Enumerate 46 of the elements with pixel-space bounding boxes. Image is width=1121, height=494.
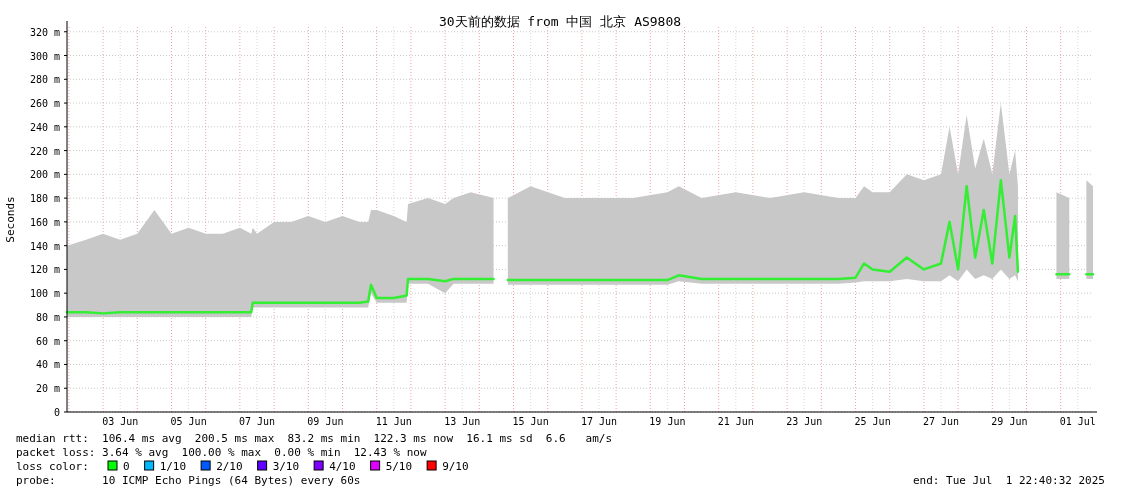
y-tick-label: 20 m bbox=[35, 383, 60, 395]
y-tick-label: 300 m bbox=[29, 50, 60, 62]
text: 9/10 bbox=[442, 460, 469, 473]
text: loss color: bbox=[16, 460, 89, 473]
y-tick-label: 80 m bbox=[35, 311, 60, 323]
x-tick-label: 13 Jun bbox=[444, 416, 481, 427]
x-tick-label: 09 Jun bbox=[307, 416, 344, 427]
x-tick-label: 07 Jun bbox=[238, 416, 276, 427]
text: probe: 10 ICMP Echo Pings (64 Bytes) every 60s bbox=[16, 474, 361, 487]
text: packet loss: 3.64 % avg 100.00 % max 0.00 % min 12.43 % now bbox=[16, 446, 427, 459]
text: 4/10 bbox=[329, 460, 356, 473]
x-tick-label: 03 Jun bbox=[102, 416, 139, 427]
y-axis-title: Seconds bbox=[4, 196, 17, 243]
text: 2/10 bbox=[216, 460, 243, 473]
text: 5/10 bbox=[385, 460, 413, 473]
text: 3/10 bbox=[272, 460, 300, 473]
text: end: Tue Jul 1 22:40:32 2025 bbox=[912, 474, 1105, 487]
y-tick-label: 260 m bbox=[29, 98, 60, 110]
y-tick-label: 140 m bbox=[29, 240, 60, 252]
y-tick-label: 220 m bbox=[29, 145, 60, 157]
text: 0 bbox=[123, 460, 130, 473]
y-tick-label: 320 m bbox=[29, 26, 60, 38]
y-tick-label: 40 m bbox=[35, 359, 60, 371]
x-tick-label: 29 Jun bbox=[991, 416, 1028, 427]
y-tick-label: 120 m bbox=[29, 264, 60, 276]
y-tick-label: 240 m bbox=[29, 121, 60, 133]
y-tick-label: 0 bbox=[53, 407, 60, 418]
x-tick-label: 11 Jun bbox=[375, 416, 412, 427]
text: median rtt: 106.4 ms avg 200.5 ms max 83.2 ms min 122.3 ms now 16.1 ms sd 6.6 am/s bbox=[16, 432, 613, 445]
chart-title: 30天前的数据 from 中国 北京 AS9808 bbox=[438, 14, 682, 29]
y-tick-label: 280 m bbox=[29, 74, 60, 86]
x-tick-label: 17 Jun bbox=[580, 416, 618, 427]
y-tick-label: 200 m bbox=[29, 169, 60, 181]
x-tick-label: 21 Jun bbox=[717, 416, 754, 427]
text: 1/10 bbox=[159, 460, 187, 473]
x-tick-label: 27 Jun bbox=[922, 416, 960, 427]
y-tick-label: 180 m bbox=[29, 193, 60, 205]
x-tick-label: 05 Jun bbox=[170, 416, 207, 427]
y-tick-label: 160 m bbox=[29, 216, 60, 228]
x-tick-label: 15 Jun bbox=[512, 416, 549, 427]
y-tick-label: 100 m bbox=[29, 288, 60, 300]
x-tick-label: 19 Jun bbox=[649, 416, 686, 427]
x-tick-label: 23 Jun bbox=[786, 416, 823, 427]
x-tick-label: 25 Jun bbox=[854, 416, 891, 427]
x-tick-label: 01 Jul bbox=[1059, 416, 1096, 427]
y-tick-label: 60 m bbox=[35, 335, 60, 347]
